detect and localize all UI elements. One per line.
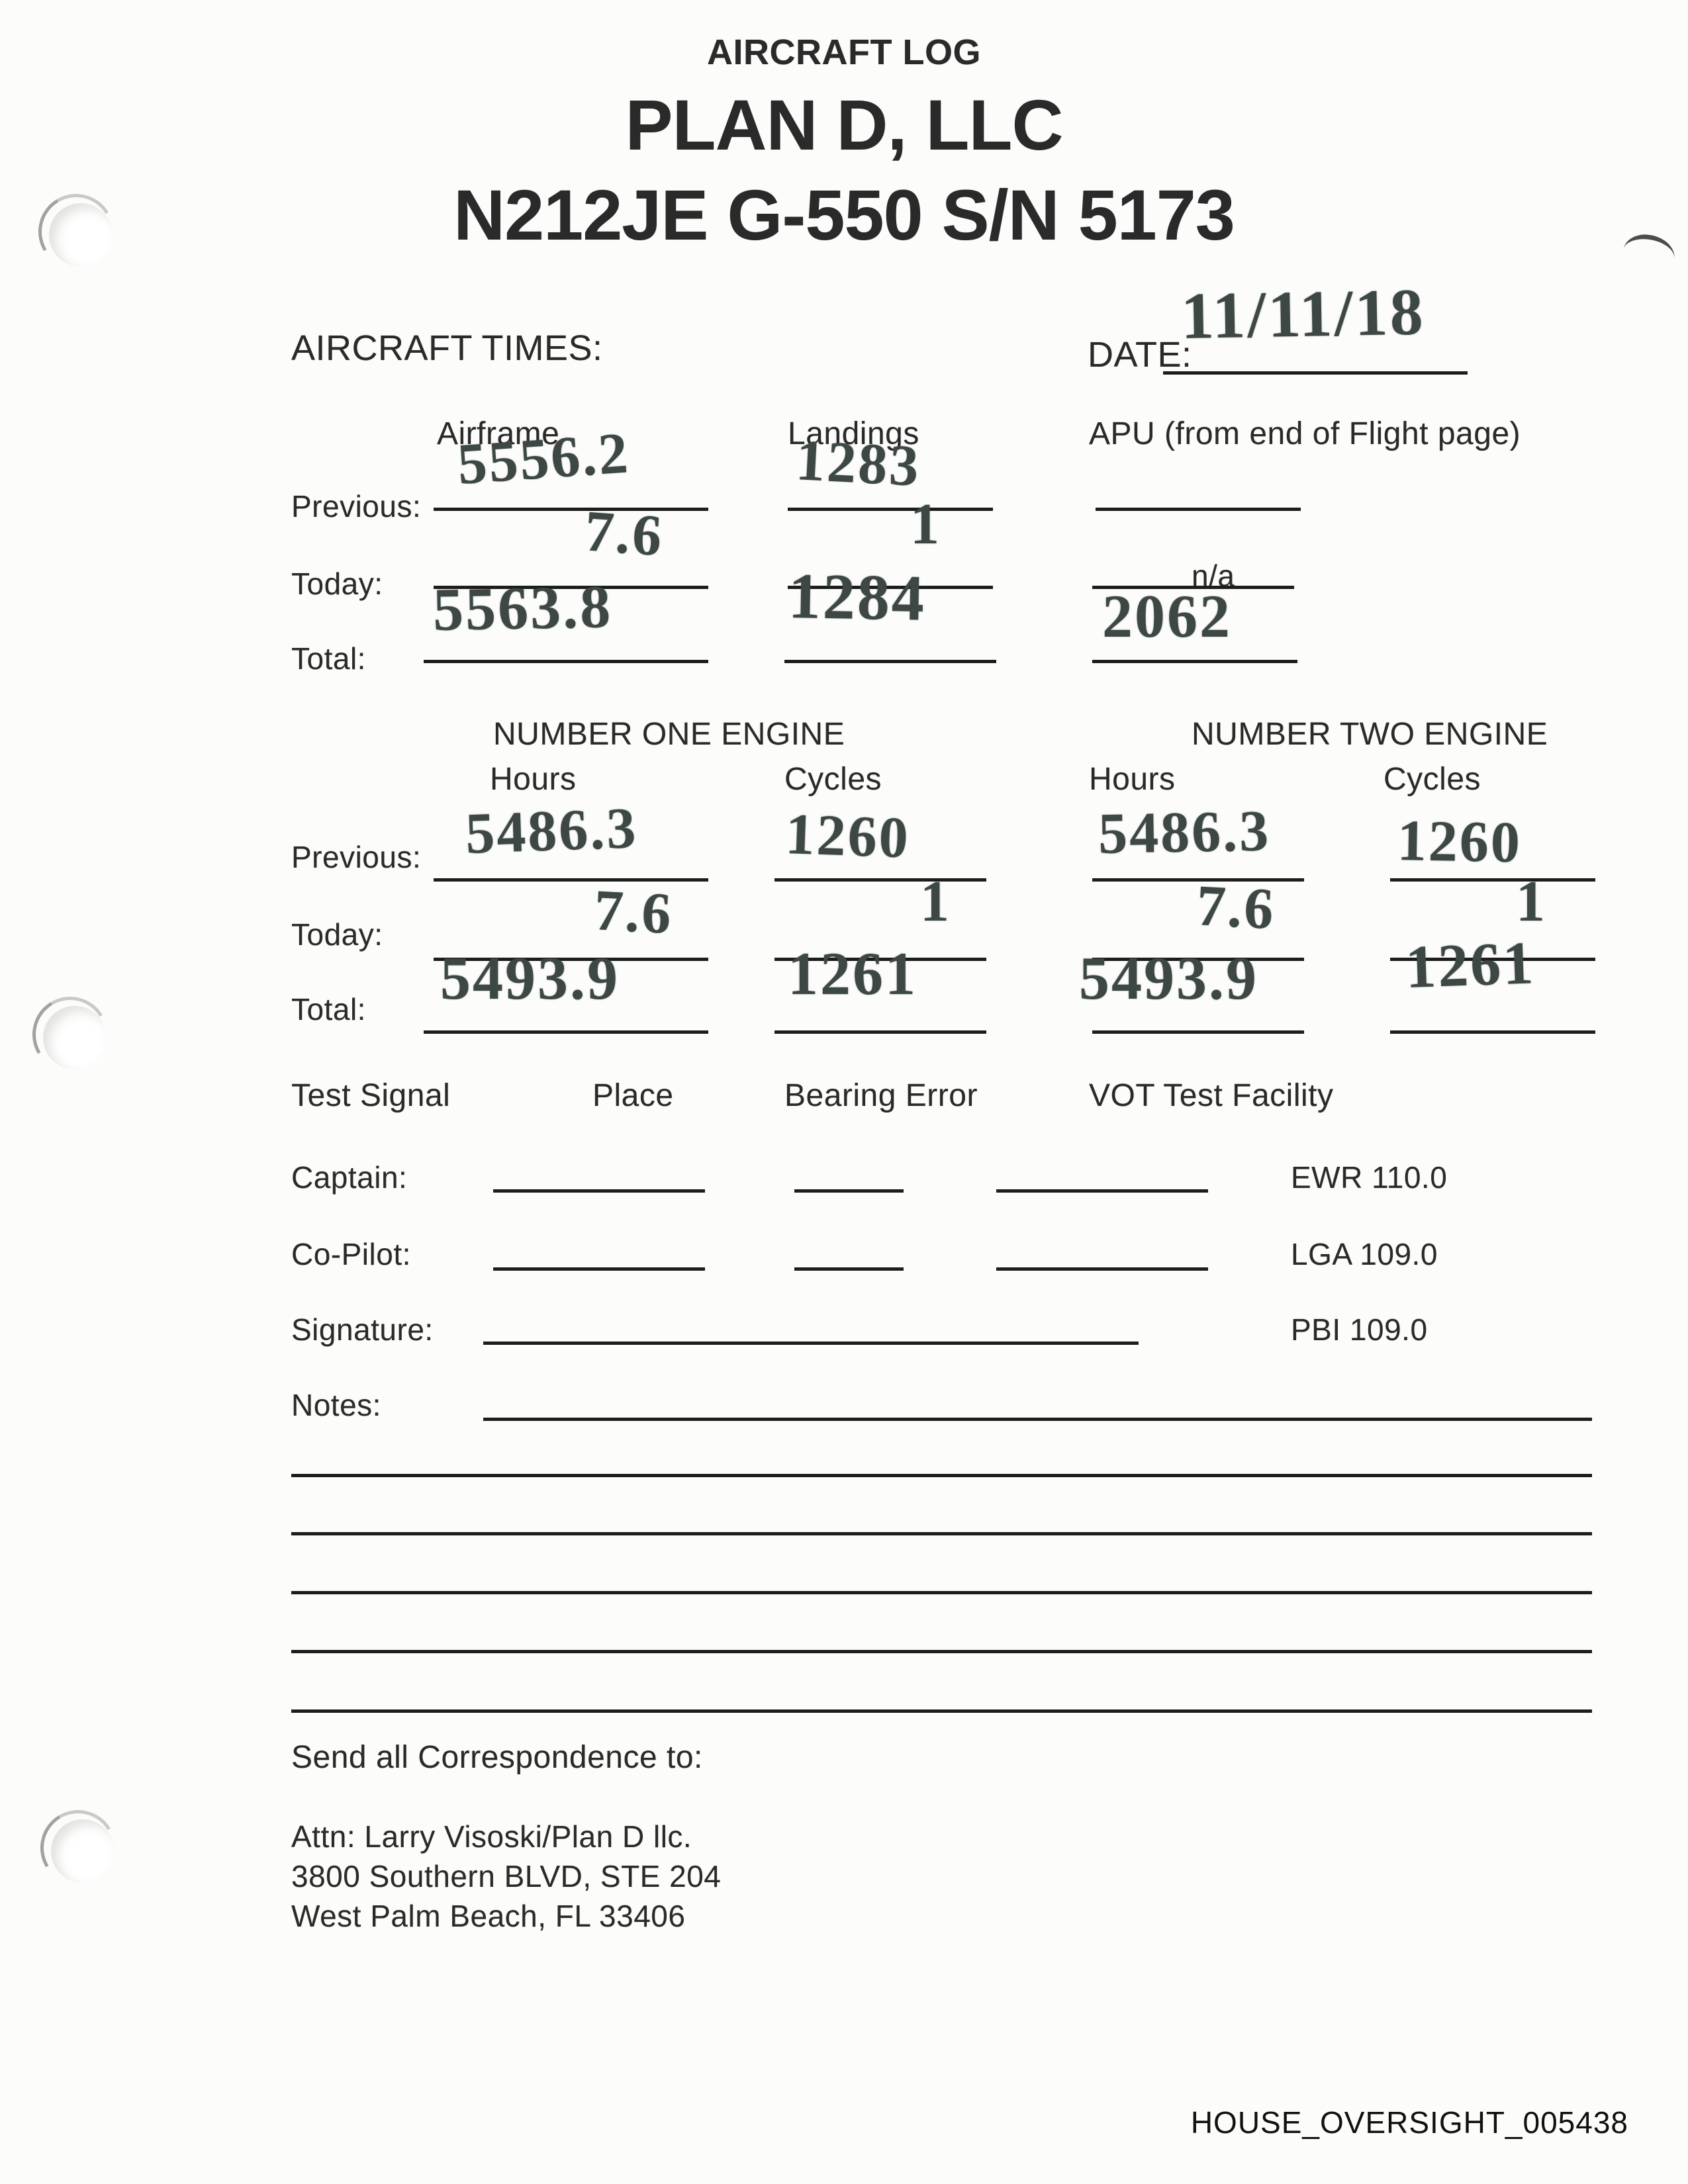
- company-title: PLAN D, LLC: [625, 85, 1064, 165]
- engine2-today-hours-line: [1092, 958, 1304, 961]
- today-landings-line: [788, 586, 993, 589]
- engine1-hours-header: Hours: [490, 762, 577, 797]
- engine-two-title: NUMBER TWO ENGINE: [1192, 717, 1548, 752]
- previous-airframe-line: [434, 508, 708, 511]
- copilot-place-line: [493, 1267, 705, 1271]
- engine2-today-cycles-line: [1390, 958, 1595, 961]
- engine2-cycles-header: Cycles: [1383, 762, 1481, 797]
- vot-header-place: Place: [592, 1078, 674, 1113]
- engine2-hours-header: Hours: [1089, 762, 1176, 797]
- engine-row-label-today: Today:: [291, 917, 383, 952]
- signature-line: [483, 1342, 1139, 1345]
- engine1-today-hours-line: [434, 958, 708, 961]
- correspondence-attn: Attn: Larry Visoski/Plan D llc.: [291, 1819, 692, 1854]
- today-airframe-line: [434, 586, 708, 589]
- column-header-landings: Landings: [788, 416, 919, 451]
- engine2-today-hours: 7.6: [1195, 874, 1278, 942]
- today-airframe-value: 7.6: [583, 499, 666, 569]
- date-blank-line: [1163, 371, 1468, 375]
- punch-hole-bottom: [51, 1819, 115, 1883]
- notes-line-6: [291, 1709, 1592, 1713]
- date-value-handwritten: 11/11/18: [1180, 275, 1426, 353]
- total-airframe-line: [424, 660, 708, 663]
- engine1-today-hours: 7.6: [592, 878, 675, 947]
- notes-line-4: [291, 1591, 1592, 1594]
- engine1-previous-hours-line: [434, 878, 708, 882]
- captain-bearing-line: [794, 1189, 904, 1193]
- facility-ewr: EWR 110.0: [1291, 1160, 1448, 1195]
- correspondence-city: West Palm Beach, FL 33406: [291, 1899, 686, 1933]
- engine-row-label-previous: Previous:: [291, 840, 422, 874]
- engine1-today-cycles: 1: [920, 870, 951, 934]
- bates-number: HOUSE_OVERSIGHT_005438: [1190, 2105, 1628, 2140]
- previous-landings-value: 1283: [794, 428, 922, 499]
- column-header-airframe: Airframe: [437, 416, 560, 451]
- copilot-facility-line: [996, 1267, 1208, 1271]
- notes-line-2: [291, 1474, 1592, 1477]
- previous-landings-line: [788, 508, 993, 511]
- engine1-today-cycles-line: [774, 958, 986, 961]
- notes-label: Notes:: [291, 1388, 381, 1422]
- engine2-previous-hours-line: [1092, 878, 1304, 882]
- engine2-total-hours: 5493.9: [1079, 944, 1258, 1012]
- vot-header-test-signal: Test Signal: [291, 1078, 451, 1113]
- notes-line-5: [291, 1650, 1592, 1653]
- total-apu-value: 2062: [1102, 582, 1232, 650]
- punch-hole-top: [49, 203, 113, 267]
- total-apu-line: [1092, 660, 1297, 663]
- engine2-previous-hours: 5486.3: [1098, 799, 1271, 867]
- column-header-apu: APU (from end of Flight page): [1089, 416, 1521, 451]
- engine2-total-cycles-line: [1390, 1030, 1595, 1034]
- engine-row-label-total: Total:: [291, 992, 366, 1026]
- engine-one-title: NUMBER ONE ENGINE: [493, 717, 845, 752]
- row-label-previous: Previous:: [291, 489, 422, 523]
- correspondence-street: 3800 Southern BLVD, STE 204: [291, 1859, 722, 1893]
- doc-type-title: AIRCRAFT LOG: [707, 32, 981, 72]
- captain-place-line: [493, 1189, 705, 1193]
- engine2-previous-cycles-line: [1390, 878, 1595, 882]
- punch-hole-middle: [43, 1006, 107, 1069]
- notes-line-3: [291, 1532, 1592, 1535]
- vot-header-bearing-error: Bearing Error: [784, 1078, 978, 1113]
- today-landings-value: 1: [910, 492, 941, 557]
- engine2-today-cycles: 1: [1516, 870, 1547, 934]
- engine2-previous-cycles: 1260: [1397, 809, 1523, 876]
- total-airframe-value: 5563.8: [432, 572, 613, 644]
- total-landings-line: [784, 660, 996, 663]
- row-label-today: Today:: [291, 567, 383, 601]
- notes-line-1: [483, 1418, 1592, 1421]
- engine1-total-cycles: 1261: [788, 940, 917, 1007]
- previous-airframe-value: 5556.2: [455, 421, 632, 498]
- engine1-previous-hours: 5486.3: [464, 796, 639, 867]
- signature-label: Signature:: [291, 1312, 434, 1347]
- facility-lga: LGA 109.0: [1291, 1237, 1438, 1271]
- engine1-cycles-header: Cycles: [784, 762, 882, 797]
- engine1-previous-cycles-line: [774, 878, 986, 882]
- vot-header-facility: VOT Test Facility: [1089, 1078, 1334, 1113]
- engine2-total-cycles: 1261: [1404, 929, 1536, 1001]
- row-label-total: Total:: [291, 641, 366, 676]
- engine2-total-hours-line: [1092, 1030, 1304, 1034]
- engine1-total-cycles-line: [774, 1030, 986, 1034]
- engine1-total-hours: 5493.9: [440, 944, 620, 1012]
- today-apu-line: [1092, 586, 1294, 589]
- correspondence-heading: Send all Correspondence to:: [291, 1740, 703, 1775]
- facility-pbi: PBI 109.0: [1291, 1312, 1428, 1347]
- aircraft-title: N212JE G-550 S/N 5173: [453, 175, 1235, 255]
- captain-label: Captain:: [291, 1160, 408, 1195]
- total-landings-value: 1284: [788, 561, 927, 635]
- copilot-label: Co-Pilot:: [291, 1237, 411, 1271]
- copilot-bearing-line: [794, 1267, 904, 1271]
- aircraft-times-label: AIRCRAFT TIMES:: [291, 328, 603, 368]
- captain-facility-line: [996, 1189, 1208, 1193]
- engine1-previous-cycles: 1260: [784, 802, 912, 871]
- engine1-total-hours-line: [424, 1030, 708, 1034]
- date-label: DATE:: [1088, 335, 1192, 375]
- previous-apu-line: [1096, 508, 1301, 511]
